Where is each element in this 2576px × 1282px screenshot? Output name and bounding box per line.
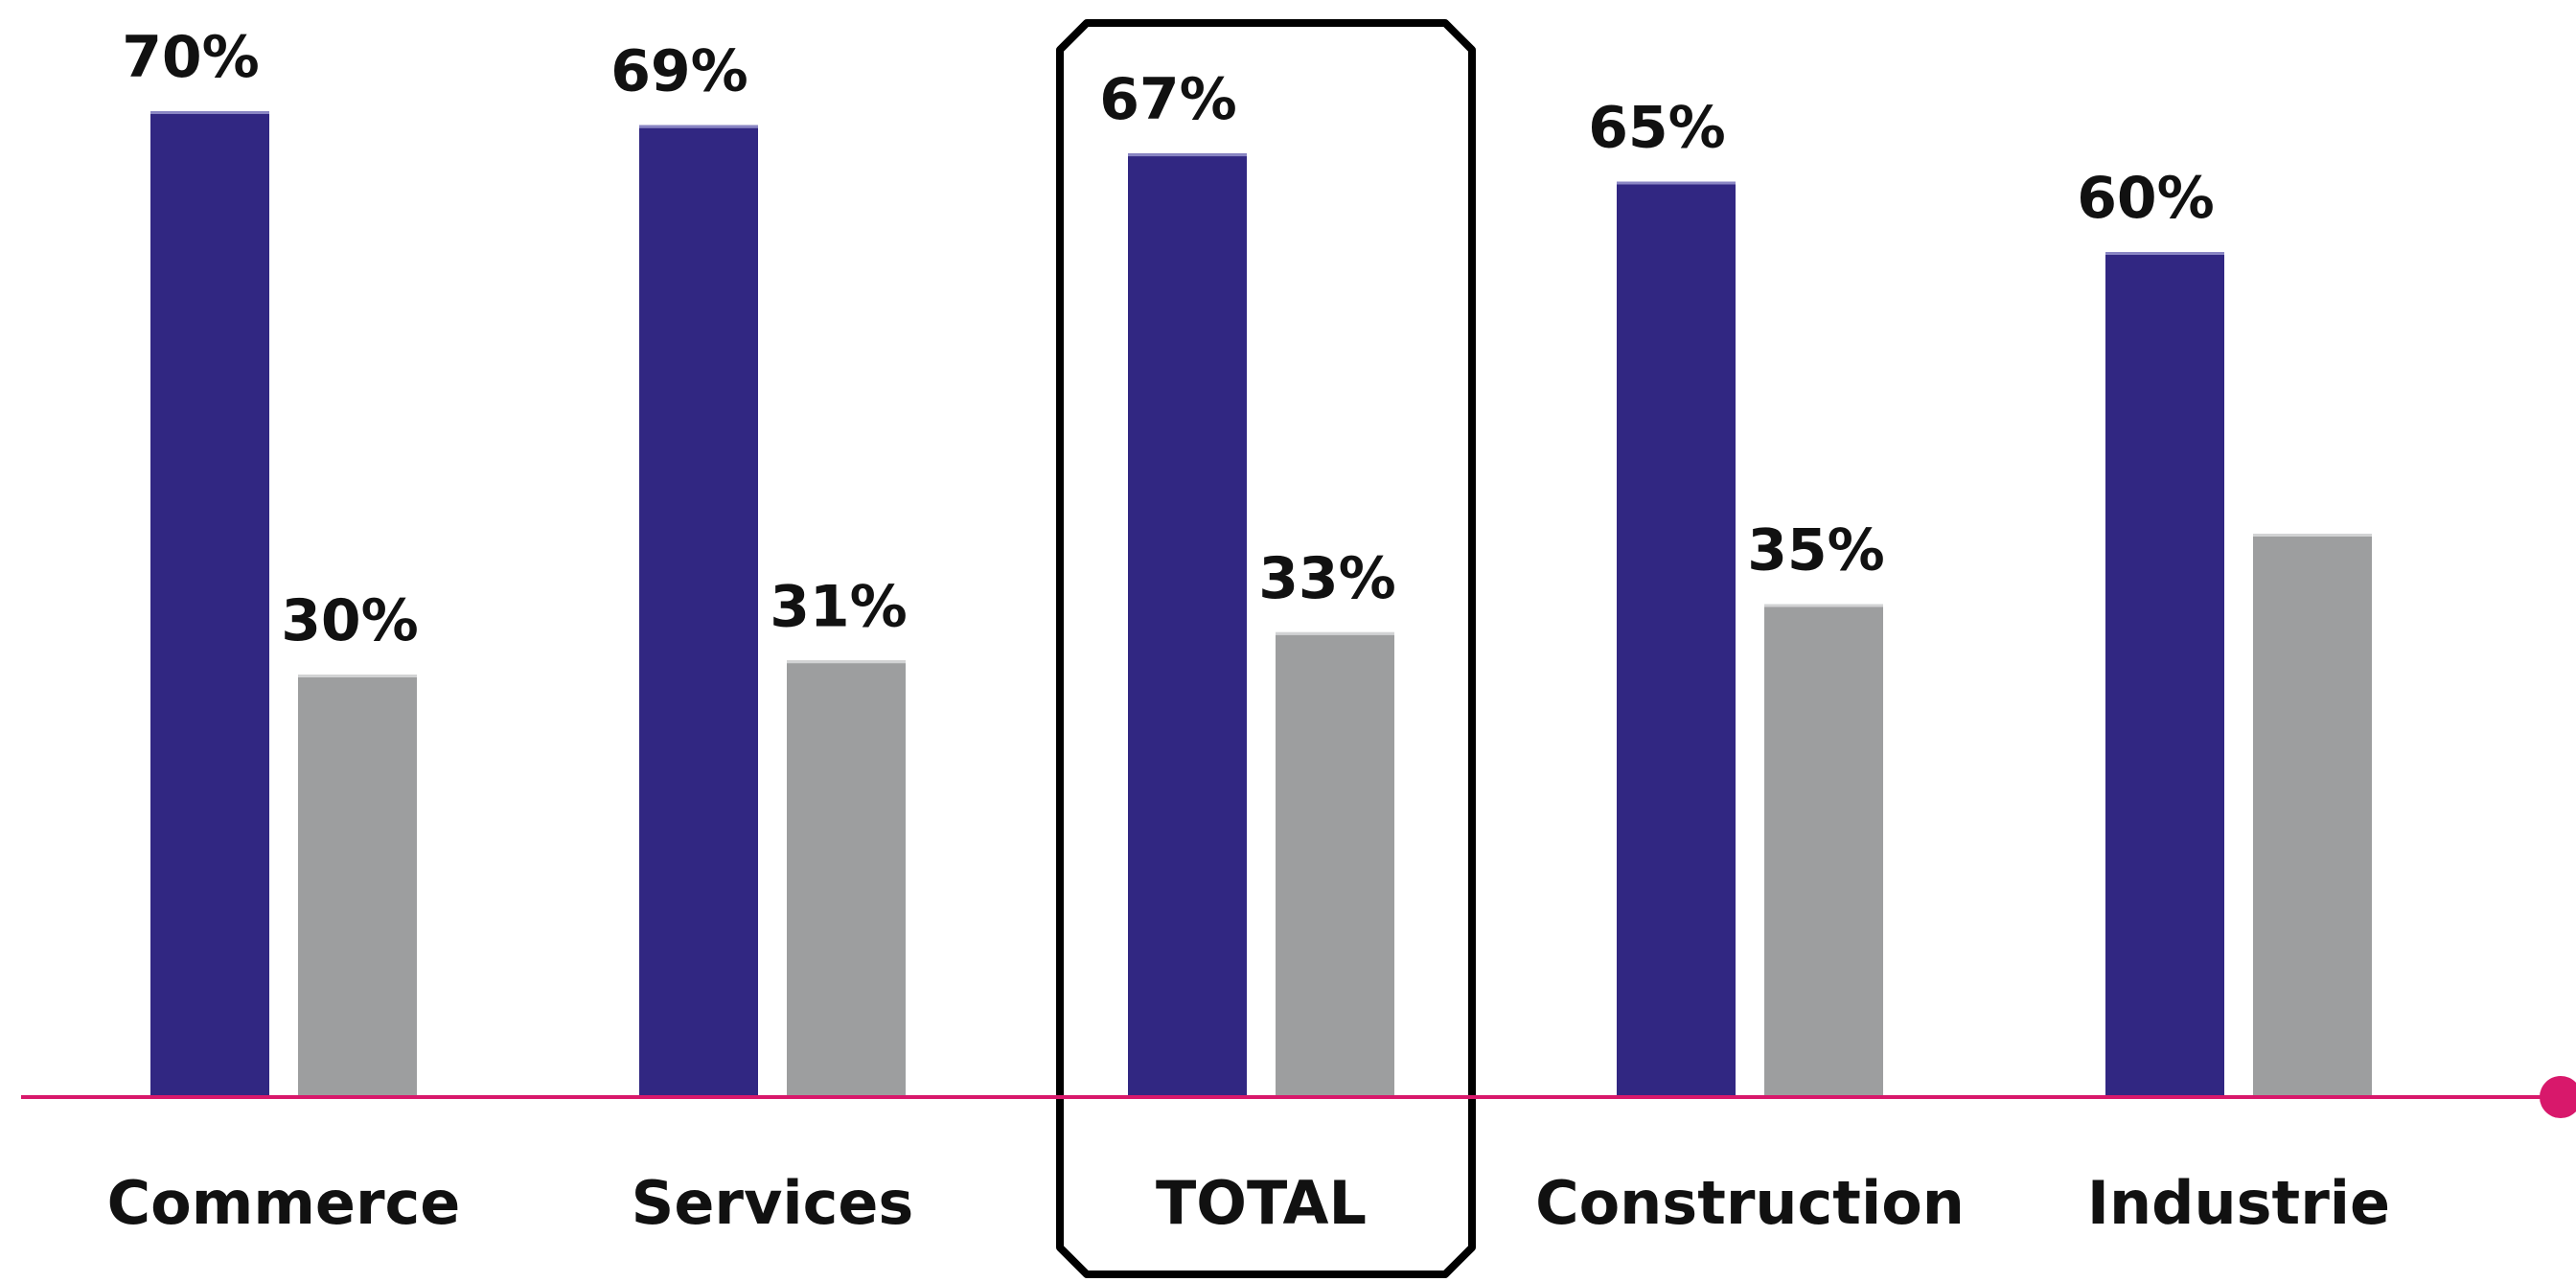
- value-label-commerce-series-1: 70%: [122, 24, 260, 91]
- category-label-industrie: Industrie: [2087, 1168, 2390, 1238]
- value-label-services-series-1: 69%: [610, 38, 748, 105]
- total-highlight-frame: [1056, 19, 1476, 1278]
- bar-total-series-1: [1128, 153, 1247, 1098]
- value-label-construction-series-1: 65%: [1588, 95, 1726, 162]
- bar-construction-series-1: [1617, 181, 1736, 1097]
- bar-commerce-series-1: [150, 111, 269, 1097]
- bar-services-series-1: [639, 125, 758, 1097]
- bar-construction-series-2: [1764, 604, 1883, 1097]
- category-label-services: Services: [632, 1168, 914, 1238]
- axis-end-dot: [2540, 1076, 2576, 1118]
- value-label-total-series-2: 33%: [1258, 545, 1396, 612]
- bar-total-series-2: [1276, 631, 1394, 1097]
- value-label-commerce-series-2: 30%: [281, 587, 419, 654]
- value-label-construction-series-2: 35%: [1747, 517, 1885, 584]
- bar-industrie-series-2: [2253, 534, 2372, 1097]
- bar-industrie-series-1: [2105, 252, 2224, 1097]
- bar-commerce-series-2: [298, 675, 417, 1097]
- value-label-services-series-2: 31%: [770, 573, 908, 640]
- category-label-commerce: Commerce: [107, 1168, 461, 1238]
- category-label-total: TOTAL: [1156, 1168, 1367, 1238]
- bar-services-series-2: [787, 660, 906, 1097]
- category-label-construction: Construction: [1535, 1168, 1965, 1238]
- value-label-total-series-1: 67%: [1099, 66, 1237, 133]
- value-label-industrie-series-1: 60%: [2077, 165, 2215, 232]
